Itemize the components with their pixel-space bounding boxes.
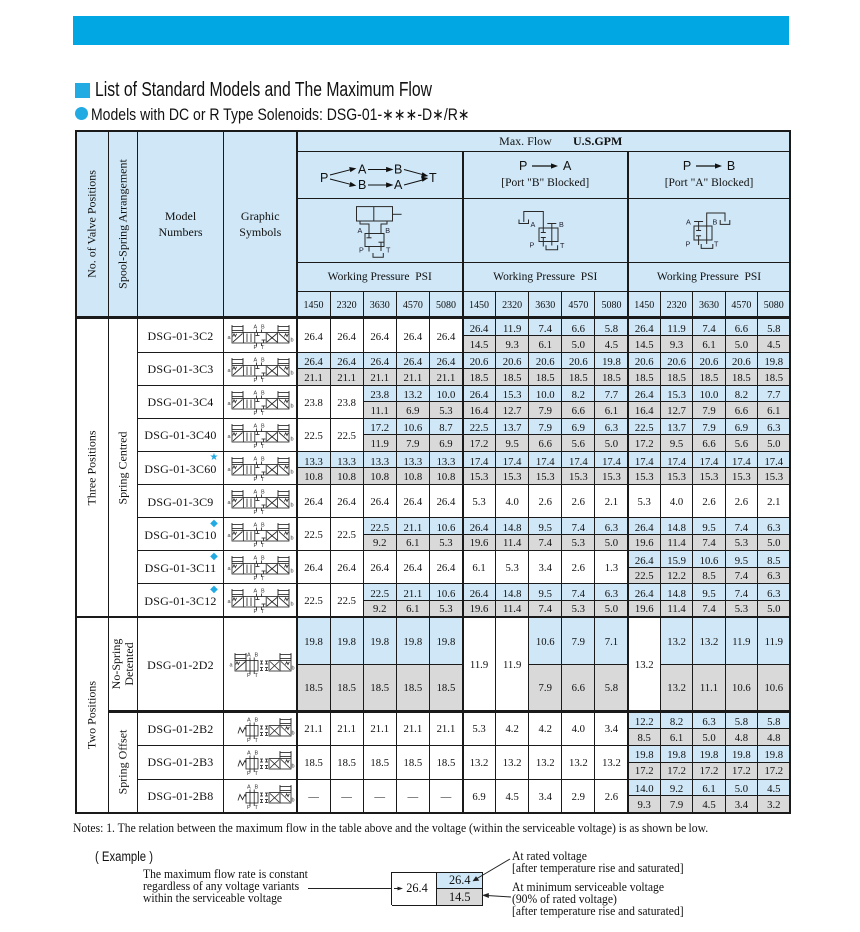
svg-text:b: b [291, 503, 294, 509]
svg-text:A: A [247, 751, 251, 757]
svg-text:a: a [228, 599, 232, 605]
svg-text:A: A [254, 457, 258, 463]
svg-text:A: A [394, 178, 403, 192]
svg-text:B: B [261, 324, 265, 330]
svg-text:b: b [291, 370, 294, 376]
svg-text:B: B [559, 220, 564, 229]
svg-text:B: B [255, 751, 259, 757]
svg-text:A: A [531, 220, 536, 229]
svg-text:T: T [261, 510, 265, 516]
svg-text:P: P [686, 239, 691, 248]
svg-text:a: a [228, 500, 232, 506]
svg-text:P: P [254, 576, 258, 582]
svg-text:B: B [261, 357, 265, 363]
svg-text:T: T [261, 411, 265, 417]
svg-text:T: T [261, 444, 265, 450]
svg-text:T: T [261, 378, 265, 384]
svg-text:A: A [254, 523, 258, 529]
svg-text:T: T [261, 345, 265, 351]
svg-text:b: b [292, 730, 295, 736]
svg-text:B: B [261, 490, 265, 496]
svg-text:b: b [291, 470, 294, 476]
svg-text:B: B [261, 556, 265, 562]
svg-text:B: B [261, 390, 265, 396]
svg-text:A: A [254, 424, 258, 430]
svg-text:T: T [255, 805, 259, 811]
svg-text:b: b [291, 437, 294, 443]
svg-text:B: B [255, 717, 259, 723]
svg-text:T: T [429, 171, 437, 185]
svg-text:B: B [255, 653, 259, 659]
svg-text:B: B [385, 226, 390, 235]
svg-text:P: P [254, 411, 258, 417]
svg-text:a: a [230, 663, 234, 669]
svg-text:B: B [394, 163, 402, 177]
svg-text:a: a [228, 335, 232, 341]
svg-text:T: T [386, 246, 391, 255]
svg-text:b: b [291, 569, 294, 575]
svg-text:T: T [255, 737, 259, 743]
svg-text:A: A [247, 785, 251, 791]
svg-text:T: T [714, 239, 719, 248]
svg-text:T: T [261, 543, 265, 549]
svg-text:b: b [292, 798, 295, 804]
svg-text:P: P [530, 241, 535, 250]
svg-text:A: A [358, 226, 363, 235]
svg-text:A: A [247, 653, 251, 659]
svg-text:b: b [291, 602, 294, 608]
svg-text:b: b [291, 536, 294, 542]
svg-text:P: P [254, 609, 258, 615]
svg-text:B: B [261, 424, 265, 430]
svg-text:A: A [254, 556, 258, 562]
svg-text:T: T [261, 576, 265, 582]
svg-text:B: B [261, 589, 265, 595]
svg-text:P: P [254, 477, 258, 483]
svg-text:T: T [261, 609, 265, 615]
svg-text:A: A [254, 589, 258, 595]
svg-text:a: a [228, 566, 232, 572]
svg-text:b: b [291, 337, 294, 343]
svg-text:T: T [255, 771, 259, 777]
svg-text:P: P [254, 345, 258, 351]
svg-text:B: B [261, 457, 265, 463]
svg-text:P: P [247, 673, 251, 679]
svg-text:P: P [359, 246, 364, 255]
svg-text:A: A [254, 490, 258, 496]
svg-text:A: A [247, 717, 251, 723]
svg-text:a: a [228, 401, 232, 407]
svg-text:A: A [254, 324, 258, 330]
svg-text:P: P [247, 805, 251, 811]
svg-text:T: T [261, 477, 265, 483]
svg-text:a: a [228, 368, 232, 374]
svg-text:P: P [254, 543, 258, 549]
svg-text:P: P [247, 737, 251, 743]
svg-text:a: a [228, 467, 232, 473]
svg-text:B: B [255, 785, 259, 791]
svg-text:b: b [292, 666, 295, 672]
svg-text:P: P [247, 771, 251, 777]
svg-text:b: b [291, 403, 294, 409]
svg-text:P: P [254, 378, 258, 384]
svg-text:B: B [358, 178, 366, 192]
svg-text:T: T [255, 673, 259, 679]
svg-text:b: b [292, 764, 295, 770]
svg-text:a: a [228, 533, 232, 539]
svg-text:P: P [254, 510, 258, 516]
svg-text:A: A [254, 357, 258, 363]
svg-text:B: B [713, 218, 718, 227]
svg-text:B: B [261, 523, 265, 529]
svg-text:P: P [320, 171, 328, 185]
svg-text:P: P [254, 444, 258, 450]
svg-text:A: A [686, 218, 691, 227]
svg-text:a: a [228, 434, 232, 440]
svg-text:T: T [560, 241, 565, 250]
svg-text:A: A [254, 390, 258, 396]
svg-text:A: A [358, 163, 367, 177]
